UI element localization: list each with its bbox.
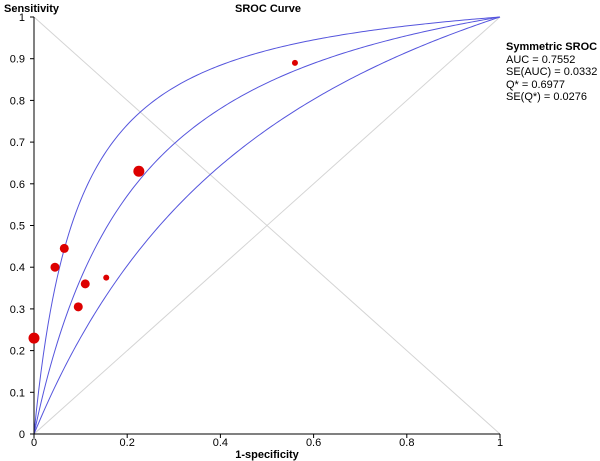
x-axis-label: 1-specificity [235, 449, 299, 461]
study-point [59, 243, 69, 253]
y-tick-label: 0.3 [10, 304, 25, 316]
sroc-curves [33, 16, 501, 435]
y-tick-label: 0.1 [10, 387, 25, 399]
stats-se-auc: SE(AUC) = 0.0332 [506, 66, 598, 78]
study-point [28, 332, 40, 344]
x-tick-label: 0 [31, 437, 37, 449]
y-tick-label: 0.2 [10, 346, 25, 358]
reference-lines [33, 16, 501, 435]
y-axis-label: Sensitivity [4, 3, 60, 15]
upper-bound-curve [33, 16, 501, 435]
x-tick-label: 0.8 [399, 437, 414, 449]
stats-q-star: Q* = 0.6977 [506, 78, 566, 91]
anti-diagonal-line [33, 16, 501, 435]
study-point [73, 302, 83, 312]
y-tick-label: 0.6 [10, 179, 25, 191]
x-tick-label: 0.2 [120, 437, 135, 449]
y-tick-label: 0.5 [10, 221, 25, 233]
x-tick-label: 0.4 [213, 437, 228, 449]
stats-heading: Symmetric SROC [506, 41, 598, 53]
tick-labels: 0 0.2 0.4 0.6 0.8 1 0 0.1 0.2 0.3 0.4 0.5 0.6 0.7 0.8 0… [10, 12, 503, 449]
stats-auc: AUC = 0.7552 [506, 53, 576, 66]
study-point [103, 274, 110, 281]
y-tick-label: 0.9 [10, 54, 25, 66]
y-tick-label: 1 [19, 12, 25, 24]
y-tick-label: 0.7 [10, 137, 25, 149]
stats-se-q-star: SE(Q*) = 0.0276 [506, 91, 588, 103]
y-tick-label: 0 [19, 429, 25, 441]
study-point [80, 279, 90, 289]
y-tick-label: 0.8 [10, 95, 25, 107]
x-tick-label: 1 [497, 437, 503, 449]
study-point [50, 262, 60, 272]
lower-bound-curve [33, 16, 501, 435]
axes [30, 16, 501, 438]
x-tick-label: 0.6 [306, 437, 321, 449]
sroc-statistics: Symmetric SROC AUC = 0.7552 SE(AUC) = 0.… [506, 41, 597, 104]
study-points [28, 59, 298, 344]
y-tick-label: 0.4 [10, 262, 25, 274]
sroc-curve [33, 16, 501, 435]
study-point [133, 165, 145, 177]
study-point [291, 59, 298, 66]
chart-title: SROC Curve [235, 3, 301, 15]
